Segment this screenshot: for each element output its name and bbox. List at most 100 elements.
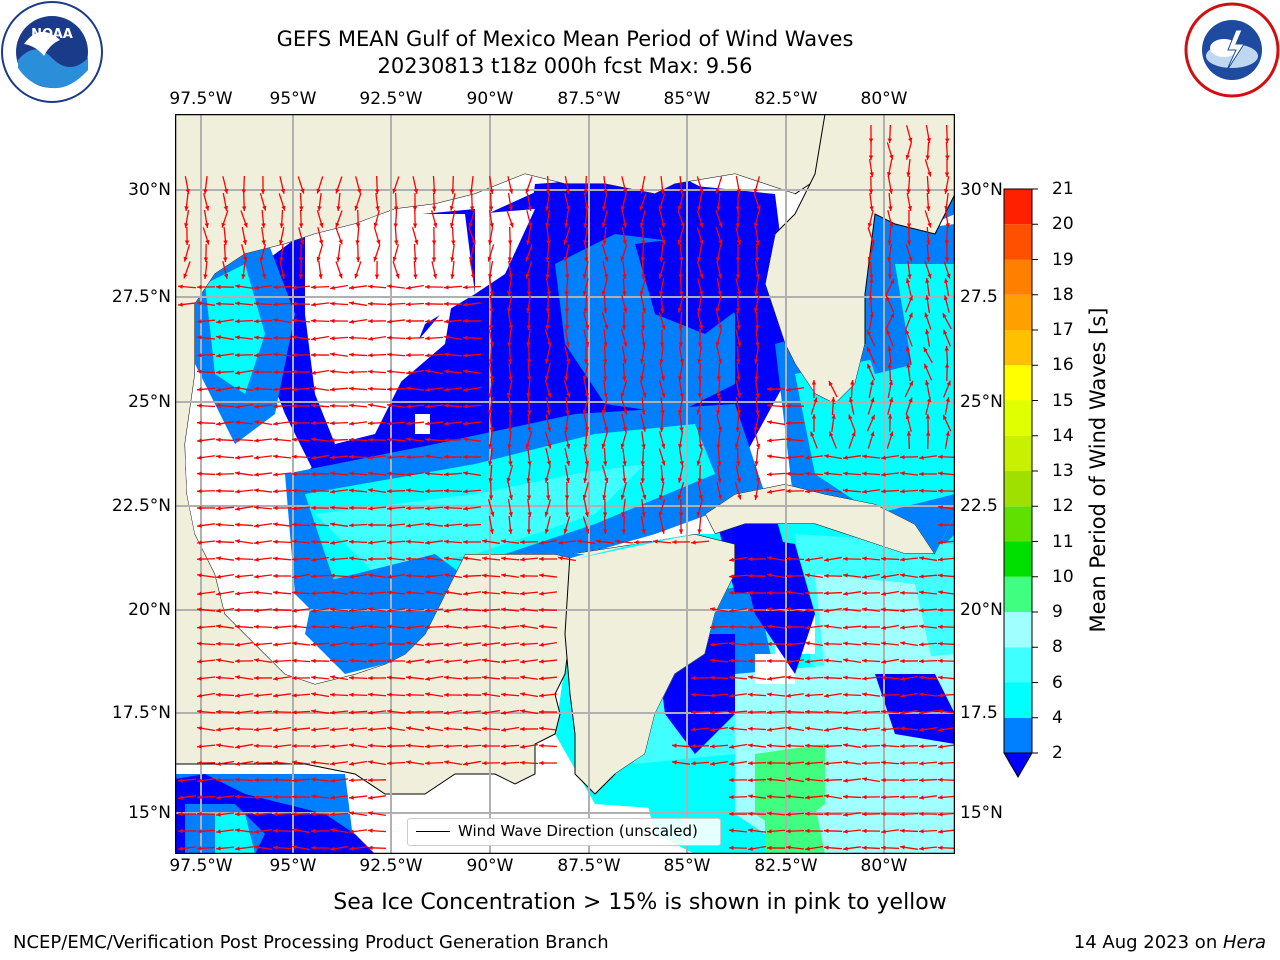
wind-wave-arrow (234, 607, 254, 613)
wind-wave-arrow (804, 726, 824, 731)
wind-wave-arrow (869, 260, 874, 280)
wind-wave-arrow (368, 607, 386, 613)
wind-wave-arrow (425, 692, 443, 697)
wind-wave-arrow (310, 658, 330, 664)
colorbar-tick-label: 8 (1052, 637, 1063, 658)
wind-wave-arrow (735, 209, 741, 229)
wind-wave-arrow (887, 397, 894, 415)
wind-wave-arrow (443, 369, 463, 374)
wind-wave-arrow (697, 362, 702, 382)
wind-wave-arrow (463, 471, 481, 476)
wind-wave-arrow (234, 846, 254, 851)
wind-wave-arrow (735, 260, 741, 280)
wind-wave-arrow (728, 811, 748, 817)
wind-wave-arrow (488, 430, 493, 450)
wind-wave-arrow (564, 465, 570, 483)
wind-wave-arrow (843, 743, 861, 749)
wind-wave-arrow (937, 557, 955, 562)
wind-wave-arrow (861, 658, 881, 663)
wind-wave-arrow (810, 397, 818, 415)
wind-wave-arrow (861, 607, 881, 612)
wind-wave-arrow (329, 744, 349, 749)
wind-wave-arrow (526, 345, 532, 365)
wind-wave-arrow (253, 743, 273, 749)
wind-wave-arrow (468, 244, 475, 262)
wind-wave-arrow (905, 278, 912, 296)
wind-wave-arrow (310, 845, 330, 851)
wind-wave-arrow (278, 227, 285, 245)
wind-wave-arrow (443, 285, 463, 290)
wind-wave-arrow (234, 726, 254, 732)
wind-wave-arrow (583, 312, 590, 330)
wind-wave-arrow (659, 243, 664, 263)
wind-wave-arrow (450, 260, 455, 280)
wind-wave-arrow (367, 522, 387, 528)
wind-wave-arrow (905, 312, 913, 330)
wind-wave-arrow (640, 243, 646, 263)
wind-wave-arrow (196, 387, 216, 392)
wind-wave-arrow (766, 743, 786, 748)
wind-wave-arrow (462, 574, 482, 579)
wind-wave-arrow (766, 760, 786, 766)
wind-wave-arrow (481, 608, 501, 613)
wind-wave-arrow (944, 226, 950, 246)
colorbar (1003, 188, 1038, 778)
wind-wave-arrow (329, 658, 349, 663)
wind-wave-arrow (747, 625, 767, 630)
wind-wave-arrow (196, 505, 216, 511)
wind-wave-arrow (500, 692, 520, 697)
wind-wave-arrow (462, 710, 482, 715)
wind-wave-arrow (747, 794, 767, 799)
wind-wave-arrow (405, 692, 425, 698)
wind-wave-arrow (918, 471, 938, 477)
colorbar-tick-label: 15 (1052, 390, 1074, 411)
wind-wave-arrow (785, 488, 805, 494)
wind-wave-arrow (545, 448, 552, 466)
wind-wave-arrow (735, 294, 741, 314)
wind-wave-arrow (942, 414, 952, 432)
wind-wave-arrow (881, 658, 899, 664)
wind-wave-arrow (754, 482, 760, 500)
wind-wave-arrow (215, 454, 235, 459)
wind-wave-arrow (432, 175, 437, 195)
wind-wave-arrow (918, 761, 938, 766)
wind-wave-arrow (697, 515, 702, 535)
wind-wave-arrow (348, 642, 368, 647)
wind-wave-arrow (565, 396, 570, 416)
wind-wave-arrow (234, 319, 254, 324)
wind-wave-arrow (887, 176, 893, 194)
wind-wave-arrow (519, 573, 539, 579)
arrow-legend: Wind Wave Direction (unscaled) (407, 818, 721, 846)
wind-wave-arrow (501, 726, 519, 732)
wind-wave-arrow (577, 539, 595, 544)
wind-wave-arrow (583, 329, 590, 347)
wind-wave-arrow (679, 277, 684, 297)
wind-wave-arrow (861, 471, 881, 476)
wind-wave-arrow (918, 574, 938, 579)
wind-wave-arrow (310, 318, 330, 323)
wind-wave-arrow (196, 523, 216, 528)
wind-wave-arrow (272, 812, 292, 817)
wind-wave-arrow (678, 498, 684, 518)
wind-wave-arrow (197, 301, 215, 306)
wind-wave-arrow (443, 454, 463, 460)
wind-wave-arrow (253, 353, 273, 358)
wind-wave-arrow (196, 573, 216, 578)
wind-wave-arrow (215, 812, 235, 817)
wind-wave-arrow (329, 727, 349, 732)
colorbar-segment (1004, 612, 1032, 648)
wind-wave-arrow (241, 192, 247, 212)
wind-wave-arrow (621, 329, 628, 347)
wind-wave-arrow (659, 328, 665, 348)
wind-wave-arrow (373, 244, 381, 262)
wind-wave-arrow (602, 481, 607, 501)
wind-wave-arrow (881, 590, 899, 596)
wind-wave-arrow (406, 726, 424, 732)
lat-tick-label-right: 22.5 (960, 496, 998, 516)
wind-wave-arrow (215, 284, 235, 290)
wind-wave-arrow (215, 353, 235, 358)
wind-wave-arrow (805, 557, 823, 562)
wind-wave-arrow (755, 328, 760, 348)
wind-wave-arrow (329, 710, 349, 715)
wind-wave-arrow (424, 301, 444, 307)
